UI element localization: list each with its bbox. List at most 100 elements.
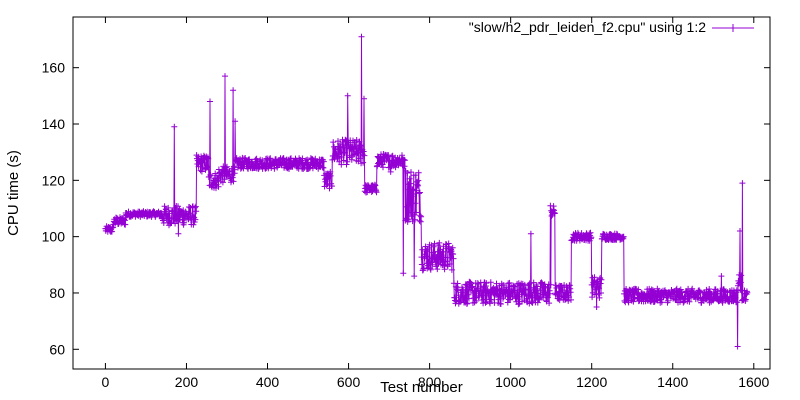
data-point — [591, 291, 598, 298]
data-point — [416, 217, 423, 224]
data-point — [547, 281, 554, 288]
data-point — [354, 149, 361, 156]
data-point — [190, 221, 197, 228]
data-point — [406, 175, 413, 182]
data-point — [323, 182, 330, 189]
data-point — [454, 280, 461, 287]
data-point — [175, 230, 182, 237]
data-point — [546, 300, 553, 307]
data-point — [249, 158, 256, 165]
x-tick-label: 400 — [256, 374, 280, 390]
data-point — [207, 98, 213, 105]
x-tick-label: 1600 — [738, 374, 769, 390]
data-point — [356, 155, 363, 162]
data-point — [523, 286, 529, 293]
data-point — [595, 284, 602, 291]
data-point — [525, 281, 532, 288]
data-point — [361, 152, 368, 159]
data-point — [411, 273, 418, 280]
data-point — [464, 300, 471, 307]
data-point — [593, 304, 600, 310]
data-point — [591, 274, 598, 281]
data-point — [744, 289, 751, 296]
data-point — [360, 148, 367, 155]
data-point — [388, 153, 395, 160]
data-point — [742, 296, 749, 303]
data-point — [597, 280, 604, 287]
data-point — [596, 294, 603, 301]
data-point — [497, 301, 504, 307]
data-point — [320, 164, 327, 171]
data-point — [416, 190, 423, 197]
x-axis-label: Test number — [380, 379, 463, 396]
data-point — [506, 279, 513, 286]
data-point — [405, 201, 412, 208]
data-point — [192, 204, 198, 211]
data-point — [161, 203, 168, 210]
y-tick-label: 160 — [42, 60, 66, 76]
data-point — [526, 280, 533, 287]
legend-marker — [729, 24, 737, 32]
legend-label: "slow/h2_pdr_leiden_f2.cpu" using 1:2 — [469, 19, 706, 35]
data-point — [344, 92, 351, 99]
data-point — [401, 156, 408, 163]
x-tick-label: 1400 — [657, 374, 688, 390]
data-point — [267, 155, 274, 162]
data-point — [428, 259, 435, 266]
data-point — [515, 301, 522, 308]
data-point — [122, 221, 129, 228]
data-point — [222, 164, 229, 171]
data-point — [287, 155, 294, 162]
data-point — [446, 261, 453, 267]
data-point — [385, 152, 392, 159]
data-point — [400, 270, 407, 277]
data-point — [734, 343, 741, 350]
data-point — [544, 291, 551, 298]
data-point — [686, 298, 693, 305]
data-point — [440, 248, 446, 255]
data-point — [588, 234, 595, 241]
data-point — [408, 169, 414, 176]
data-point — [299, 155, 306, 162]
data-point — [706, 286, 713, 292]
data-point — [407, 180, 414, 187]
y-tick-label: 140 — [42, 116, 66, 132]
y-tick-label: 60 — [49, 341, 65, 357]
data-point — [399, 152, 405, 159]
data-point — [415, 169, 422, 176]
data-point — [204, 163, 211, 170]
data-point — [417, 212, 424, 219]
data-point — [493, 292, 500, 298]
x-tick-label: 0 — [102, 374, 110, 390]
data-point — [472, 294, 479, 301]
data-point — [207, 172, 214, 179]
data-point — [165, 204, 172, 211]
data-point — [449, 244, 456, 251]
data-point — [330, 139, 337, 146]
data-point — [340, 141, 347, 148]
data-point — [198, 168, 205, 175]
data-point — [171, 123, 178, 130]
data-point — [739, 180, 746, 187]
data-point — [461, 289, 468, 296]
data-point — [403, 215, 410, 222]
data-point — [434, 266, 441, 273]
data-point — [169, 208, 176, 215]
data-point — [423, 253, 429, 260]
data-point — [562, 297, 568, 303]
data-point — [537, 287, 544, 294]
data-point — [551, 210, 558, 217]
data-point — [205, 155, 212, 162]
data-point — [271, 165, 278, 172]
data-point — [259, 157, 266, 164]
x-tick-label: 1200 — [576, 374, 607, 390]
data-point — [737, 286, 744, 293]
data-point — [222, 73, 228, 80]
data-point — [230, 178, 237, 185]
data-point — [197, 167, 204, 174]
data-point — [430, 243, 437, 250]
data-point — [215, 183, 222, 190]
y-tick-label: 120 — [42, 172, 66, 188]
